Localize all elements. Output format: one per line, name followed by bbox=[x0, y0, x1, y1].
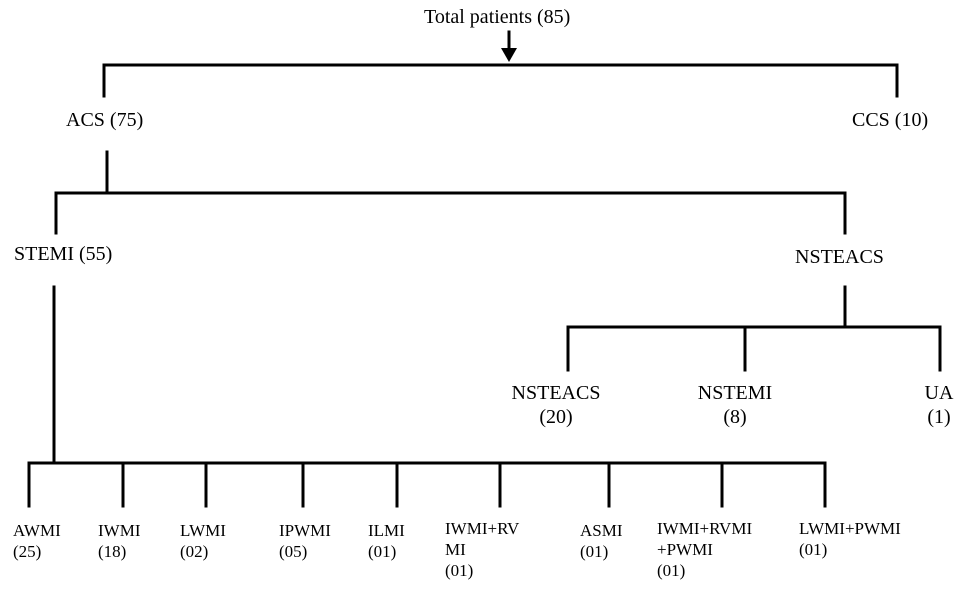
node-nstemi: NSTEMI (8) bbox=[682, 381, 788, 429]
node-label: NSTEMI bbox=[697, 382, 773, 404]
leaf-label: AWMI bbox=[13, 521, 61, 540]
leaf-count: (01) bbox=[368, 542, 397, 561]
node-count: (1) bbox=[927, 406, 951, 428]
node-total-patients: Total patients (85) bbox=[424, 6, 571, 28]
leaf-count: (25) bbox=[13, 542, 42, 561]
leaf-iwmi-rvmi: IWMI+RV MI (01) bbox=[445, 518, 519, 581]
leaf-count: (05) bbox=[279, 542, 308, 561]
leaf-iwmi-rvmi-pwmi: IWMI+RVMI +PWMI (01) bbox=[657, 518, 752, 581]
leaf-label: ASMI bbox=[580, 521, 623, 540]
leaf-label: ILMI bbox=[368, 521, 405, 540]
leaf-ilmi: ILMI (01) bbox=[368, 520, 405, 562]
node-count: (8) bbox=[723, 406, 747, 428]
leaf-label: LWMI bbox=[180, 521, 226, 540]
leaf-ipwmi: IPWMI (05) bbox=[279, 520, 331, 562]
node-stemi: STEMI (55) bbox=[14, 243, 113, 265]
node-label: UA bbox=[924, 382, 954, 404]
leaf-label: IWMI+RV bbox=[445, 519, 520, 538]
leaf-count: (01) bbox=[445, 561, 474, 580]
leaf-label-cont: MI bbox=[445, 540, 466, 559]
node-ccs: CCS (10) bbox=[852, 109, 929, 131]
leaf-count: (01) bbox=[799, 540, 828, 559]
leaf-lwmi: LWMI (02) bbox=[180, 520, 226, 562]
leaf-count: (01) bbox=[580, 542, 609, 561]
node-acs: ACS (75) bbox=[66, 109, 144, 131]
leaf-count: (18) bbox=[98, 542, 127, 561]
leaf-asmi: ASMI (01) bbox=[580, 520, 623, 562]
node-ua: UA (1) bbox=[916, 381, 961, 429]
leaf-label: LWMI+PWMI bbox=[799, 519, 901, 538]
leaf-iwmi: IWMI (18) bbox=[98, 520, 140, 562]
leaf-lwmi-pwmi: LWMI+PWMI (01) bbox=[799, 518, 901, 560]
leaf-count: (01) bbox=[657, 561, 686, 580]
leaf-label: IWMI bbox=[98, 521, 141, 540]
root-arrow-head bbox=[501, 48, 517, 62]
node-count: (20) bbox=[539, 406, 573, 428]
leaf-label: IPWMI bbox=[279, 521, 331, 540]
leaf-count: (02) bbox=[180, 542, 209, 561]
leaf-label-cont: +PWMI bbox=[657, 540, 713, 559]
leaf-awmi: AWMI (25) bbox=[13, 520, 61, 562]
node-label: NSTEACS bbox=[511, 382, 601, 404]
node-nsteacs-sub: NSTEACS (20) bbox=[496, 381, 616, 429]
node-nsteacs: NSTEACS bbox=[795, 246, 884, 268]
leaf-label: IWMI+RVMI bbox=[657, 519, 753, 538]
